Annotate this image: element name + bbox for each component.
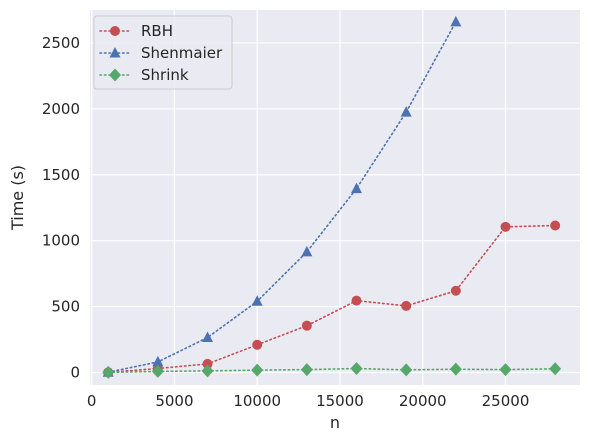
- data-point-shrink: [102, 365, 115, 379]
- data-point-rbh: [401, 300, 412, 311]
- data-point-shrink: [350, 362, 363, 376]
- legend-marker-shrink: [109, 68, 121, 82]
- legend-box: [93, 15, 233, 90]
- data-point-rbh: [351, 295, 362, 306]
- data-point-shrink: [449, 362, 462, 376]
- legend-item-shrink: Shrink: [99, 66, 189, 84]
- x-tick-label: 0: [87, 392, 97, 410]
- y-tick-label: 2000: [42, 100, 80, 118]
- data-point-rbh: [252, 339, 263, 350]
- data-point-rbh: [301, 320, 312, 331]
- x-tick-label: 15000: [316, 392, 364, 410]
- series-layer: [102, 15, 562, 379]
- x-axis: 0 5000 10000 15000 20000 25000: [87, 392, 529, 410]
- y-tick-label: 0: [70, 363, 80, 381]
- data-point-shenmaier: [301, 245, 313, 257]
- legend-marker-rbh: [110, 26, 120, 36]
- data-point-rbh: [202, 358, 213, 369]
- series-shrink: [102, 362, 562, 379]
- data-point-shrink: [300, 363, 313, 377]
- y-tick-label: 1500: [42, 166, 80, 184]
- x-tick-label: 25000: [482, 392, 530, 410]
- data-point-shrink: [400, 363, 413, 377]
- data-point-shrink: [151, 364, 164, 378]
- x-tick-label: 20000: [399, 392, 447, 410]
- data-point-shenmaier: [450, 15, 462, 27]
- data-point-shrink: [201, 364, 214, 378]
- x-axis-label: n: [330, 413, 340, 432]
- data-point-rbh: [500, 221, 511, 232]
- y-tick-label: 1000: [42, 232, 80, 250]
- data-point-shenmaier: [251, 295, 263, 306]
- y-tick-label: 2500: [42, 34, 80, 52]
- y-tick-label: 500: [51, 298, 80, 316]
- legend: RBH Shenmaier Shrink: [93, 15, 233, 90]
- grid: [90, 10, 580, 385]
- legend-label-shrink: Shrink: [141, 66, 189, 84]
- series-line-shenmaier: [107, 21, 457, 374]
- data-point-shrink: [549, 362, 562, 376]
- legend-item-rbh: RBH: [99, 22, 173, 40]
- data-point-shenmaier: [400, 106, 412, 117]
- data-point-rbh: [450, 285, 461, 296]
- x-tick-label: 10000: [233, 392, 281, 410]
- legend-marker-shenmaier: [109, 47, 121, 58]
- legend-label-shenmaier: Shenmaier: [141, 44, 223, 62]
- legend-label-rbh: RBH: [141, 22, 173, 40]
- legend-item-shenmaier: Shenmaier: [99, 44, 223, 62]
- data-point-shenmaier: [152, 355, 164, 367]
- x-tick-label: 5000: [155, 392, 193, 410]
- y-axis: 0 500 1000 1500 2000 2500: [42, 34, 80, 382]
- y-axis-label: Time (s): [8, 165, 27, 231]
- data-point-shenmaier: [202, 331, 214, 343]
- data-point-shenmaier: [351, 182, 363, 194]
- series-line-rbh: [107, 224, 556, 374]
- data-point-rbh: [550, 220, 561, 231]
- data-point-shrink: [251, 363, 264, 377]
- data-point-shrink: [499, 363, 512, 377]
